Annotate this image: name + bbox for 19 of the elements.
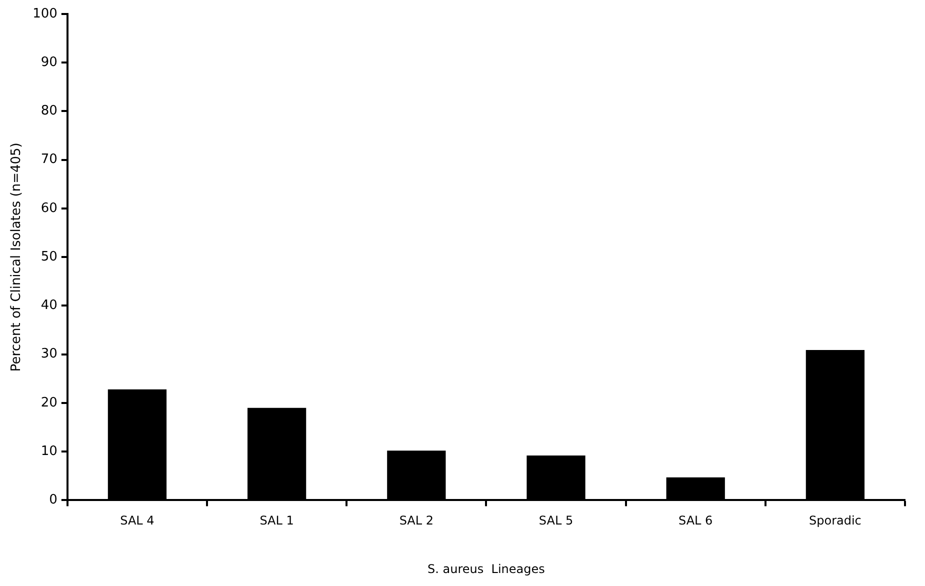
x-tick-label: SAL 6 — [678, 514, 713, 528]
x-tick-label: SAL 4 — [120, 514, 154, 528]
x-axis-title: S. aureus Lineages — [428, 562, 545, 576]
y-tick-label: 80 — [40, 104, 58, 119]
y-tick-label: 0 — [49, 492, 58, 508]
y-tick-label: 30 — [40, 346, 58, 362]
x-tick-label: SAL 5 — [538, 514, 574, 528]
y-tick-label: 10 — [40, 444, 58, 459]
y-tick-label: 20 — [40, 395, 58, 410]
y-tick-label: 40 — [40, 298, 58, 314]
x-tick-label: SAL 2 — [399, 514, 434, 528]
y-tick-label: 50 — [40, 249, 58, 264]
x-tick-label: Sporadic — [808, 514, 862, 528]
y-tick-label: 90 — [40, 54, 58, 70]
y-tick-label: 70 — [40, 152, 58, 168]
x-tick-label: SAL 1 — [260, 514, 294, 528]
y-tick-label: 60 — [40, 200, 58, 216]
y-axis-title: Percent of Clinical Isolates (n=405) — [9, 142, 24, 372]
y-tick-label: 100 — [32, 6, 58, 22]
